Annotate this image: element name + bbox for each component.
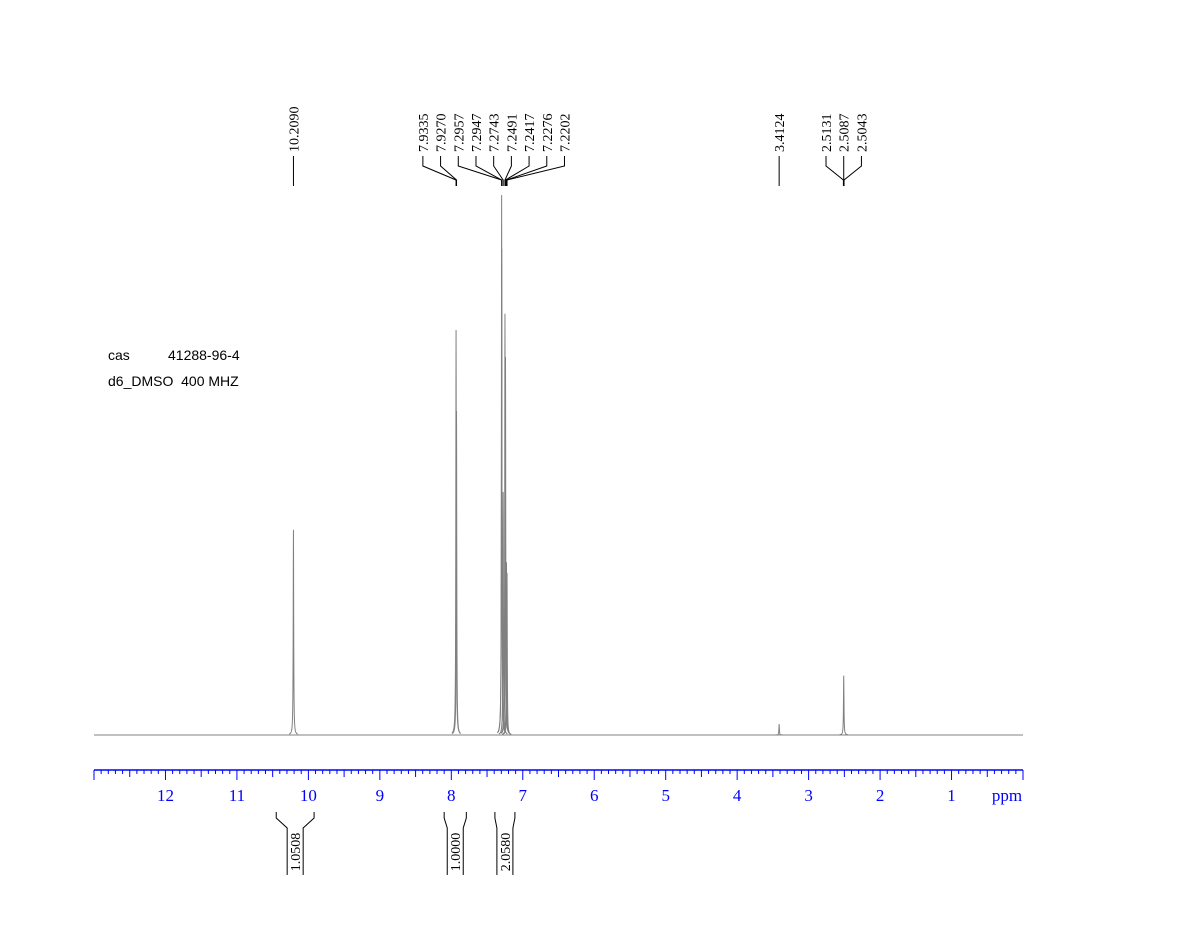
x-tick-label: 12 bbox=[157, 786, 174, 805]
peak bbox=[774, 724, 784, 736]
peak bbox=[839, 675, 849, 736]
peak-label: 7.9270 bbox=[435, 114, 450, 153]
peak-label-leader bbox=[825, 156, 844, 186]
integral-label: 1.0508 bbox=[289, 833, 304, 872]
x-tick-label: 10 bbox=[300, 786, 317, 805]
peak-label: 7.2202 bbox=[558, 114, 573, 153]
peak-label: 7.2417 bbox=[523, 114, 538, 153]
peak-label: 7.2743 bbox=[488, 114, 503, 153]
peak-label: 7.2491 bbox=[505, 114, 520, 153]
integral-bracket bbox=[275, 812, 315, 875]
peak-label-leader bbox=[457, 156, 503, 186]
peak-label: 3.4124 bbox=[773, 114, 788, 153]
x-tick-label: 7 bbox=[519, 786, 528, 805]
annotation: d6_DMSO 400 MHZ bbox=[108, 373, 239, 389]
peak-label-leader bbox=[504, 156, 530, 186]
peak-label: 2.5131 bbox=[820, 114, 835, 153]
x-tick-label: 6 bbox=[590, 786, 599, 805]
x-axis-label: ppm bbox=[992, 786, 1022, 805]
peak-label: 7.2957 bbox=[452, 114, 467, 153]
peak-label: 2.5043 bbox=[855, 114, 870, 153]
peak bbox=[288, 529, 298, 735]
peak bbox=[451, 410, 462, 734]
peak-label-leader bbox=[493, 156, 504, 186]
peak-label: 2.5087 bbox=[838, 114, 853, 153]
peak-label-leader bbox=[506, 156, 565, 186]
x-tick-label: 9 bbox=[376, 786, 385, 805]
peak-label-leader bbox=[422, 156, 457, 186]
x-tick-label: 2 bbox=[876, 786, 885, 805]
x-tick-label: 11 bbox=[229, 786, 245, 805]
x-tick-label: 4 bbox=[733, 786, 742, 805]
annotation: cas bbox=[108, 347, 130, 363]
x-tick-label: 8 bbox=[447, 786, 456, 805]
peak-label: 10.2090 bbox=[287, 107, 302, 153]
peak-label: 7.2276 bbox=[541, 114, 556, 153]
peak-label-leader bbox=[506, 156, 548, 186]
integral-label: 1.0000 bbox=[449, 833, 464, 872]
peak-label: 7.2947 bbox=[470, 114, 485, 153]
peak-label-leader bbox=[843, 156, 862, 186]
peak bbox=[498, 491, 508, 735]
peak-label-leader bbox=[504, 156, 512, 186]
integral-bracket bbox=[494, 812, 516, 875]
peak-label-leader bbox=[440, 156, 458, 186]
integral-label: 2.0580 bbox=[499, 833, 514, 872]
peak bbox=[502, 572, 512, 735]
annotation: 41288-96-4 bbox=[168, 347, 240, 363]
integral-bracket bbox=[443, 812, 467, 875]
x-tick-label: 1 bbox=[947, 786, 956, 805]
x-tick-label: 3 bbox=[804, 786, 813, 805]
peak-label-leader bbox=[475, 156, 503, 186]
peak-label: 7.9335 bbox=[417, 114, 432, 153]
x-tick-label: 5 bbox=[661, 786, 670, 805]
